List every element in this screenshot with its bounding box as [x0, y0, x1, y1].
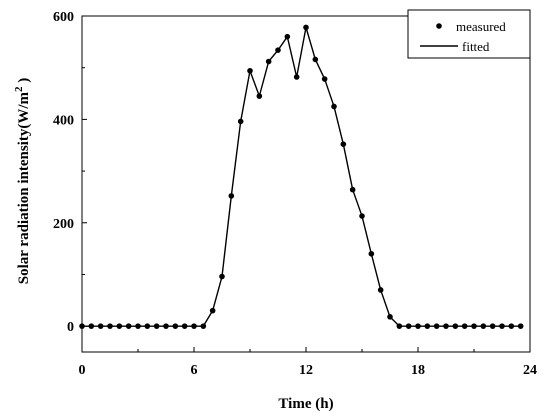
measured-point [200, 323, 207, 329]
measured-point [517, 323, 524, 329]
legend: measured fitted [407, 9, 531, 59]
measured-point [303, 24, 309, 31]
measured-point [340, 141, 347, 147]
y-axis-label-end: ) [16, 78, 32, 87]
measured-point [424, 323, 431, 329]
measured-point [508, 323, 515, 329]
y-tick-label: 200 [53, 217, 74, 232]
measured-point [461, 323, 468, 329]
fitted-series [82, 26, 521, 327]
measured-point [433, 323, 440, 329]
measured-point [191, 323, 197, 329]
measured-point [359, 213, 365, 219]
measured-point [275, 47, 281, 53]
measured-point [144, 323, 151, 329]
x-tick-label: 0 [79, 363, 86, 378]
legend-box [407, 9, 531, 59]
measured-point [88, 323, 95, 329]
fitted-line [82, 26, 521, 327]
x-axis-label: Time (h) [278, 396, 333, 412]
plot-frame [81, 15, 531, 353]
measured-point [172, 323, 179, 329]
measured-point [135, 323, 141, 329]
measured-point [265, 58, 272, 65]
measured-point [181, 323, 188, 329]
measured-point [415, 323, 421, 329]
x-tick-label: 18 [411, 363, 425, 378]
legend-measured-label: measured [456, 19, 506, 34]
legend-measured-marker [436, 23, 442, 29]
legend-fitted-label: fitted [462, 39, 490, 54]
measured-point [79, 323, 85, 329]
measured-point [209, 307, 216, 314]
measured-point [237, 118, 244, 125]
measured-point [312, 56, 319, 63]
x-tick-label: 6 [191, 363, 198, 378]
measured-point [163, 323, 169, 329]
measured-point [480, 323, 487, 329]
measured-point [471, 323, 477, 329]
measured-point [107, 323, 113, 329]
y-axis-label: Solar radiation intensity(W/m2 ) [13, 78, 32, 284]
measured-point [125, 323, 132, 329]
measured-point [293, 74, 300, 80]
measured-point [499, 323, 505, 329]
measured-point [284, 33, 291, 40]
measured-point [331, 103, 337, 110]
measured-point [405, 323, 412, 329]
y-tick-label: 600 [53, 10, 74, 25]
measured-point [228, 193, 235, 199]
measured-point [153, 323, 160, 329]
measured-point [219, 273, 225, 280]
measured-point [377, 287, 384, 293]
measured-point [247, 67, 253, 74]
measured-point [443, 323, 449, 329]
y-axis-label-sup: 2 [13, 86, 25, 92]
measured-point [452, 323, 459, 329]
measured-point [256, 93, 263, 99]
y-axis-label-main: Solar radiation intensity(W/m [16, 92, 32, 285]
axes-layer [81, 15, 531, 353]
measured-point [368, 250, 375, 257]
measured-point [387, 314, 393, 320]
measured-point [489, 323, 496, 329]
x-tick-label: 12 [299, 363, 313, 378]
x-tick-label: 24 [523, 363, 537, 378]
measured-point [97, 323, 104, 329]
measured-series [79, 24, 524, 329]
y-tick-label: 0 [67, 320, 74, 335]
measured-point [321, 76, 328, 82]
y-tick-label: 400 [53, 113, 74, 128]
measured-point [396, 323, 403, 329]
tick-labels: 0 6 12 18 24 0 200 400 600 [53, 10, 537, 378]
measured-point [349, 186, 356, 193]
measured-point [116, 323, 123, 329]
